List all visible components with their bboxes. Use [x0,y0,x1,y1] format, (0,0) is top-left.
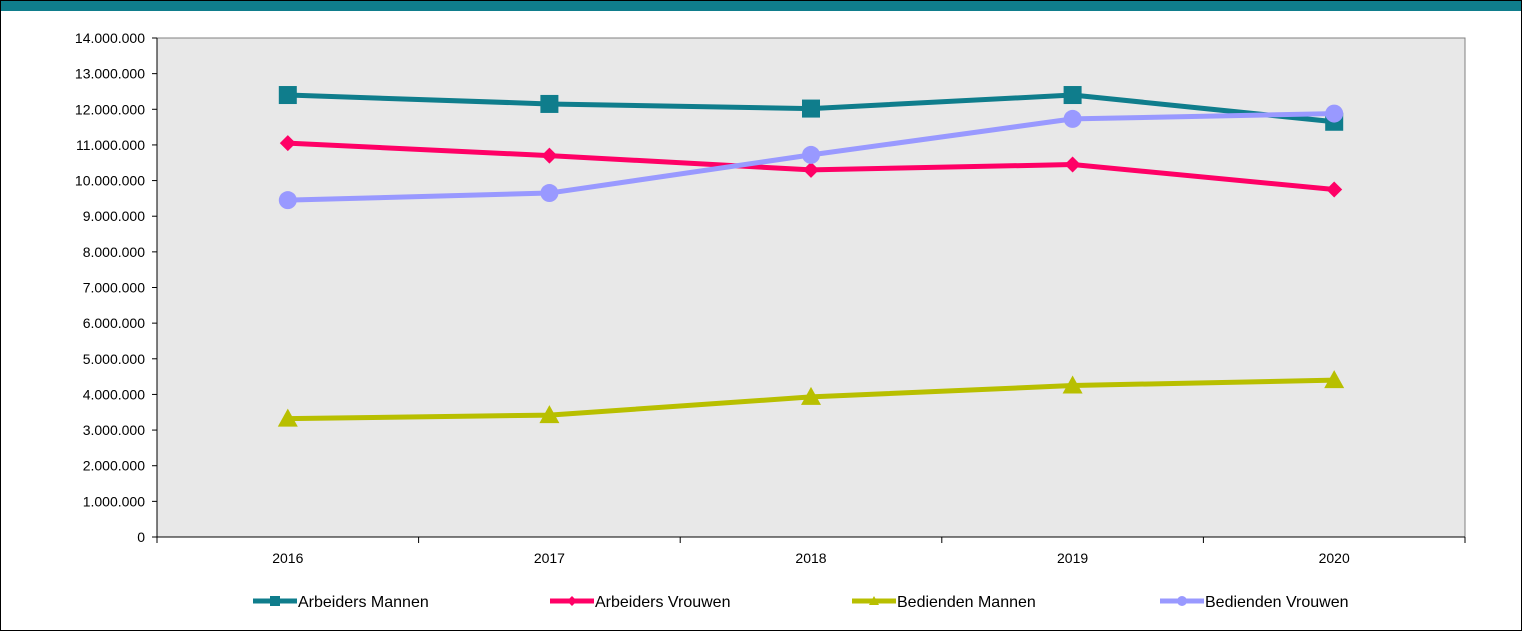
y-tick-label: 12.000.000 [75,101,145,117]
data-point [540,94,559,113]
x-tick-label: 2019 [1057,550,1088,566]
data-point [802,99,820,118]
data-point [1064,156,1081,173]
plot-area [156,37,1466,538]
header-bar [1,1,1521,11]
y-tick-label: 6.000.000 [83,315,145,331]
legend-label: Bedienden Vrouwen [1205,594,1349,611]
data-point [278,191,297,210]
data-point [1062,375,1083,394]
y-tick-label: 13.000.000 [75,66,145,82]
data-point [1063,86,1082,105]
data-point [1324,370,1345,389]
y-tick-label: 4.000.000 [83,386,145,402]
data-point [1326,181,1343,198]
y-tick-label: 10.000.000 [75,173,145,189]
legend-label: Arbeiders Mannen [298,594,429,611]
y-tick-label: 1.000.000 [83,493,145,509]
legend-label: Arbeiders Vrouwen [595,594,730,611]
data-point [1063,109,1082,128]
y-tick-label: 11.000.000 [76,137,145,153]
y-tick-label: 5.000.000 [83,351,145,367]
y-tick-label: 9.000.000 [83,208,145,224]
data-point [278,86,297,105]
legend-marker [869,596,879,605]
y-tick-label: 2.000.000 [83,458,145,474]
y-tick-label: 3.000.000 [83,422,145,438]
x-tick-label: 2018 [795,550,826,566]
legend-marker [270,596,280,606]
data-point [1325,104,1344,123]
data-point [541,147,558,164]
y-tick-label: 14.000.000 [75,30,145,46]
data-point [540,184,559,203]
y-tick-label: 0 [137,529,145,545]
x-tick-label: 2017 [534,550,565,566]
data-point [279,135,296,152]
legend-label: Bedienden Mannen [897,594,1036,611]
data-point [802,145,820,164]
legend-marker [1177,596,1187,606]
x-tick-label: 2016 [272,550,303,566]
legend-marker [567,596,577,606]
y-tick-label: 7.000.000 [83,280,145,296]
data-point [277,408,298,427]
data-point [803,161,819,178]
x-tick-label: 2020 [1319,550,1350,566]
data-point [539,405,560,424]
data-point [801,386,821,405]
y-tick-label: 8.000.000 [83,244,145,260]
